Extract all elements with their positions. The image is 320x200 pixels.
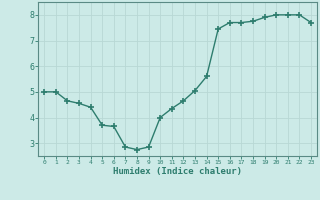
X-axis label: Humidex (Indice chaleur): Humidex (Indice chaleur): [113, 167, 242, 176]
